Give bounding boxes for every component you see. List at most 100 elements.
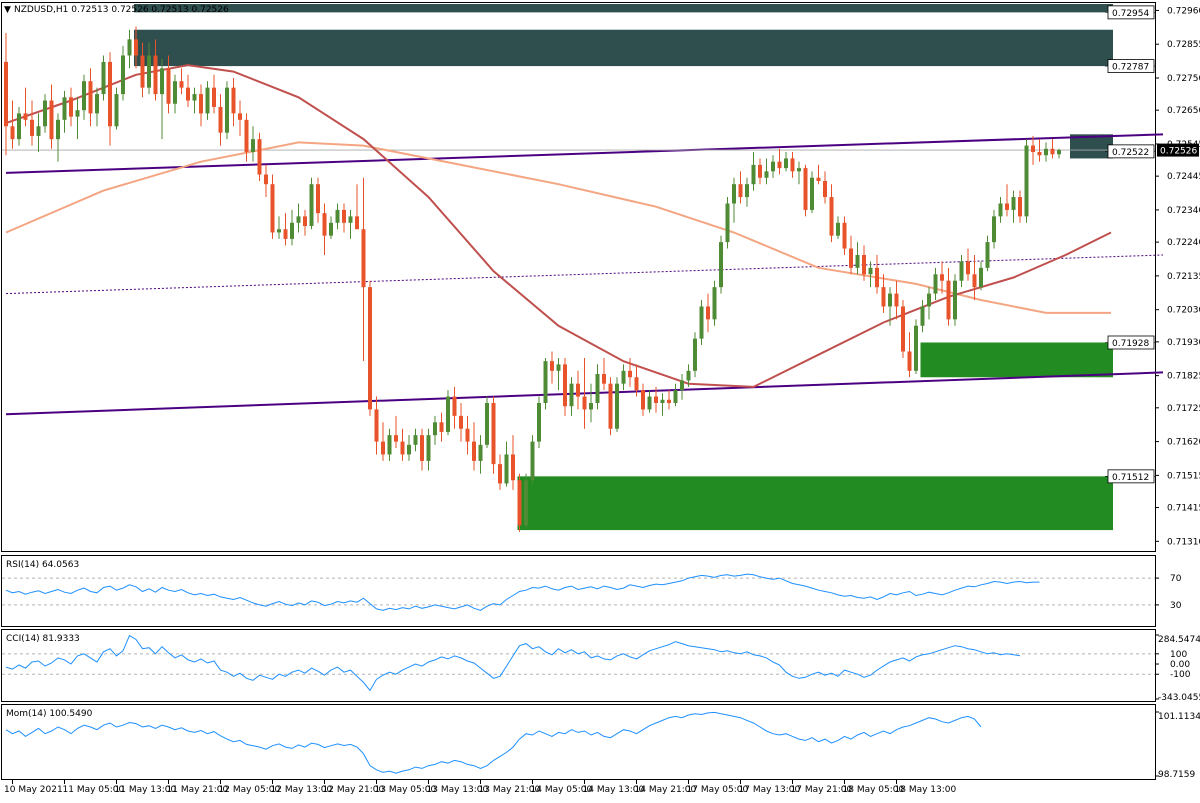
candle [823, 171, 827, 204]
candle-body [446, 396, 450, 432]
candle-body [49, 100, 54, 140]
mom-pane-frame [1, 704, 1156, 780]
candle-body [940, 274, 944, 281]
candle-body [992, 216, 996, 243]
candle-body [1057, 150, 1061, 155]
price-tags-layer: 0.72954 0.72787 0.72522 0.71928 0.71512 0.725… [1105, 5, 1199, 484]
candle-body [556, 364, 561, 371]
candle [615, 377, 619, 432]
candle-body [706, 306, 710, 320]
candle [868, 261, 873, 288]
candle-body [868, 267, 873, 275]
candle-body [797, 168, 801, 172]
mom-tick-label: 101.1134 [1158, 712, 1200, 722]
candle [790, 152, 795, 178]
cci-pane-frame [1, 629, 1156, 702]
time-tick-label: 10 May 2021 [4, 785, 63, 795]
price-tag-box [1107, 59, 1155, 74]
candle [342, 203, 346, 233]
candle [355, 184, 359, 230]
candle [43, 94, 47, 133]
candle [855, 242, 860, 275]
candle-body [524, 480, 528, 526]
candle-body [491, 402, 496, 465]
candle [589, 383, 593, 423]
candle [251, 126, 255, 162]
candle [101, 55, 106, 101]
candle-body [589, 402, 593, 410]
current-price-tag-label: 0.72526 [1160, 147, 1197, 157]
candle-body [329, 222, 333, 236]
candle [764, 158, 769, 185]
candle [569, 377, 574, 416]
candle-body [114, 94, 119, 127]
candle-body [946, 280, 951, 320]
candle-body [62, 97, 67, 120]
candle-body [244, 119, 249, 153]
candle-body [134, 39, 138, 56]
candle-body [316, 184, 320, 214]
candle [368, 280, 372, 416]
candle-body [842, 222, 847, 249]
candle [329, 216, 333, 239]
candle-body [680, 380, 684, 391]
candle [953, 274, 957, 326]
candle [576, 370, 580, 410]
candle-body [153, 55, 158, 95]
candle-body [309, 184, 314, 227]
candle-body [400, 441, 405, 455]
candle [108, 52, 112, 146]
candle [121, 45, 125, 101]
candle [238, 100, 242, 136]
candle [849, 235, 853, 275]
candle-body [69, 97, 73, 117]
cci-line [5, 634, 1021, 692]
candle [719, 235, 723, 294]
candle-body [166, 68, 171, 104]
price-tag-box [1107, 335, 1155, 350]
candle [498, 454, 502, 490]
price-tag-label: 0.71928 [1112, 339, 1149, 349]
candle [244, 113, 249, 162]
candle [985, 235, 990, 272]
time-tick-label: 11 May 21:00 [167, 785, 229, 795]
candle-body [1031, 145, 1035, 153]
candle [595, 364, 600, 410]
candle-body [628, 370, 632, 378]
candle [1011, 190, 1016, 223]
candle [88, 68, 93, 127]
candle-body [452, 396, 457, 416]
candle-body [530, 441, 535, 481]
candle-body [712, 287, 717, 320]
price-tick-label: 0.71825 [1167, 372, 1200, 382]
candle-body [56, 119, 60, 140]
candle [667, 390, 671, 410]
candle-body [764, 171, 769, 178]
candle-body [264, 174, 268, 185]
candle-body [433, 422, 437, 436]
candle [894, 280, 899, 320]
candle [309, 177, 314, 230]
candle [946, 267, 951, 326]
price-tag-label: 0.72522 [1112, 148, 1149, 158]
time-tick-label: 11 May 13:00 [115, 785, 177, 795]
time-tick-label: 17 May 05:00 [687, 785, 749, 795]
mom-tick-label: 98.7159 [1158, 770, 1195, 780]
cci-tick-label: -100 [1170, 670, 1191, 680]
candle [264, 164, 268, 198]
candle [36, 113, 41, 153]
candle-body [374, 409, 379, 442]
candle [582, 357, 587, 429]
candle-body [855, 254, 860, 268]
candle-body [186, 87, 190, 101]
candle [1018, 190, 1022, 223]
candle [699, 300, 704, 346]
candle-body [966, 261, 970, 275]
candle [647, 390, 652, 413]
candle [30, 100, 34, 146]
candle-body [699, 306, 704, 339]
time-tick-label: 13 May 05:00 [375, 785, 437, 795]
